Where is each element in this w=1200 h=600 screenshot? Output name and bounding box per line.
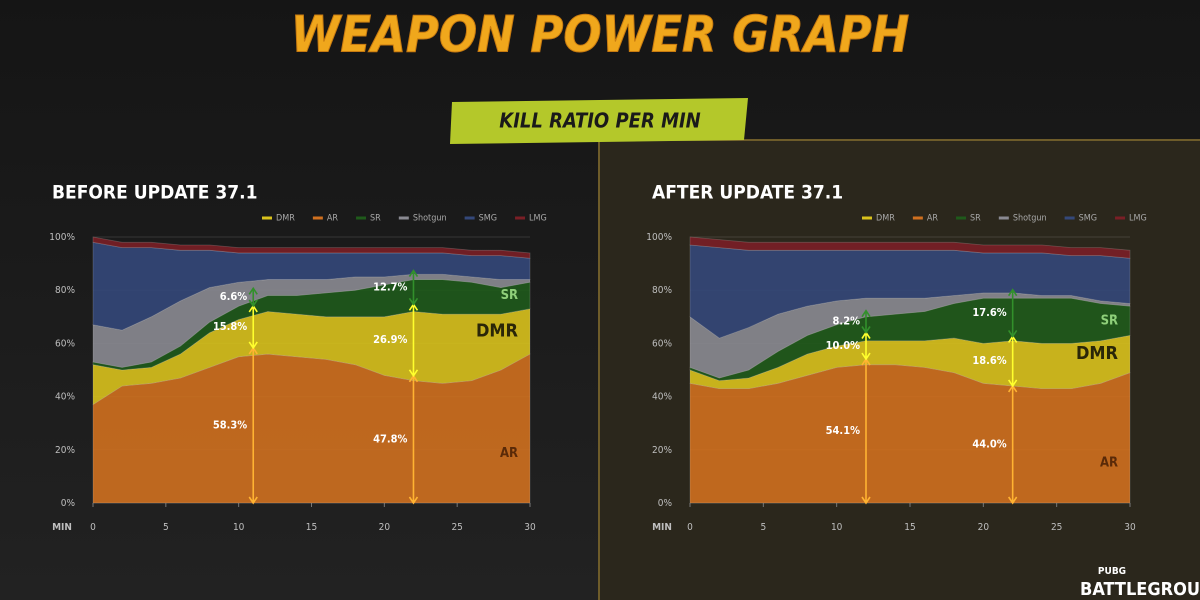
x-tick-label: 20 — [978, 522, 990, 533]
legend-label: Shotgun — [1013, 214, 1047, 224]
x-tick-label: 10 — [831, 522, 843, 533]
annotation-label: 44.0% — [972, 437, 1006, 450]
y-tick-label: 20% — [55, 445, 75, 456]
annotation-label: 15.8% — [213, 320, 247, 333]
x-tick-label: 0 — [687, 522, 693, 533]
x-tick-label: 20 — [379, 522, 391, 533]
chart-title: BEFORE UPDATE 37.1 — [52, 182, 258, 204]
annotation-label: 47.8% — [373, 432, 407, 445]
x-tick-label: 25 — [1051, 522, 1062, 533]
area-1 — [92, 353, 531, 504]
annotation-arrow — [861, 309, 871, 334]
y-tick-label: 80% — [652, 285, 672, 296]
annotation-label: 6.6% — [220, 290, 248, 303]
x-tick-label: 15 — [306, 522, 317, 533]
main-title: WEAPON POWER GRAPH — [291, 6, 910, 64]
y-tick-label: 0% — [61, 498, 76, 509]
area-1 — [689, 364, 1131, 504]
y-tick-label: 60% — [55, 338, 75, 349]
subtitle: KILL RATIO PER MIN — [499, 109, 700, 133]
legend-label: DMR — [876, 214, 895, 224]
series-label: AR — [500, 446, 518, 461]
annotation-label: 8.2% — [833, 315, 861, 328]
series-label: AR — [1100, 455, 1118, 470]
annotation-label: 58.3% — [213, 418, 247, 431]
annotation-label: 17.6% — [972, 306, 1006, 319]
x-tick-label: 30 — [524, 522, 536, 533]
legend-label: Shotgun — [413, 214, 447, 224]
area-5 — [92, 236, 531, 259]
logo-top: PUBG — [1098, 566, 1126, 577]
y-tick-label: 80% — [55, 285, 75, 296]
x-tick-label: 0 — [90, 522, 96, 533]
annotation-arrow — [248, 286, 258, 308]
legend-label: AR — [927, 214, 939, 224]
x-tick-label: 10 — [233, 522, 245, 533]
legend-label: SMG — [479, 214, 497, 224]
area-5 — [689, 236, 1131, 259]
x-axis-label: MIN — [52, 522, 72, 533]
annotation-label: 26.9% — [373, 333, 407, 346]
legend-label: DMR — [276, 214, 295, 224]
annotation-label: 18.6% — [972, 354, 1006, 367]
legend-label: SMG — [1079, 214, 1097, 224]
y-tick-label: 100% — [49, 232, 75, 243]
legend-label: LMG — [529, 214, 547, 224]
series-label: SR — [501, 288, 518, 303]
legend-label: SR — [970, 214, 981, 224]
y-tick-label: 100% — [646, 232, 672, 243]
legend-label: SR — [370, 214, 381, 224]
x-tick-label: 25 — [451, 522, 462, 533]
legend-label: LMG — [1129, 214, 1147, 224]
y-tick-label: 20% — [652, 445, 672, 456]
y-tick-label: 40% — [55, 392, 75, 403]
series-label: DMR — [476, 320, 519, 341]
area-3 — [92, 273, 531, 368]
x-tick-label: 30 — [1124, 522, 1136, 533]
area-3 — [689, 292, 1131, 379]
x-axis-label: MIN — [652, 522, 672, 533]
series-label: SR — [1101, 313, 1118, 328]
series-label: DMR — [1076, 343, 1119, 364]
subtitle-banner — [450, 98, 748, 144]
legend-label: AR — [327, 214, 339, 224]
annotation-arrow — [408, 269, 419, 306]
x-tick-label: 15 — [904, 522, 915, 533]
y-tick-label: 40% — [652, 392, 672, 403]
annotation-label: 54.1% — [826, 424, 860, 437]
logo-bottom: BATTLEGROUNDS — [1080, 579, 1200, 600]
chart-title: AFTER UPDATE 37.1 — [652, 182, 843, 204]
y-tick-label: 60% — [652, 338, 672, 349]
x-tick-label: 5 — [760, 522, 766, 533]
annotation-arrow — [1008, 288, 1018, 338]
area-2 — [92, 279, 531, 371]
annotation-label: 12.7% — [373, 280, 407, 293]
annotation-label: 10.0% — [826, 339, 860, 352]
y-tick-label: 0% — [658, 498, 673, 509]
x-tick-label: 5 — [163, 522, 169, 533]
